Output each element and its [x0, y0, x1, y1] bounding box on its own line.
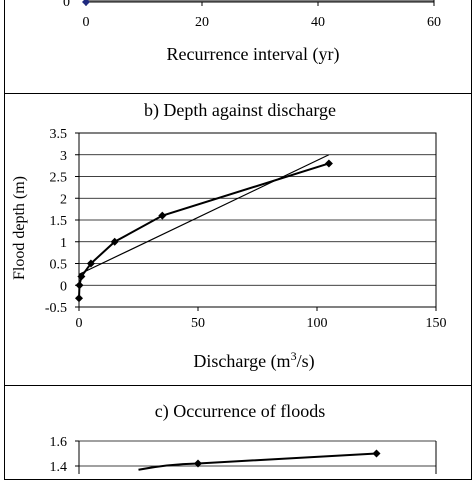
panel-b-y-tick-label: -0.5	[45, 301, 67, 316]
panel-b-y-tick-label: 1.5	[50, 214, 68, 229]
panel-a-x-axis-label: Recurrence interval (yr)	[167, 44, 340, 65]
panel-b-data-point	[324, 159, 333, 168]
panel-b-y-tick-label: 3.5	[50, 127, 68, 142]
panel-b-y-tick-label: 0	[60, 279, 67, 294]
panel-b-data-point	[158, 211, 167, 220]
panel-c-data-point	[194, 459, 202, 468]
panel-b-y-tick-label: 1	[60, 236, 67, 251]
panel-b-plot-frame	[78, 132, 437, 308]
panel-b-data-point	[77, 272, 86, 281]
panel-b-series-line	[78, 162, 330, 299]
panel-b-y-tick-label: 3	[60, 149, 67, 164]
panel-b-x-tick-label: 50	[191, 316, 205, 331]
panel-c-series-line	[138, 452, 377, 471]
panel-b-data-point	[110, 237, 119, 246]
panel-b-y-tick-label: 2	[60, 192, 67, 207]
panel-b-x-axis-label-main: Discharge (m	[193, 351, 290, 372]
panel-b-x-tick-label: 0	[76, 316, 83, 331]
panel-b-trendline	[78, 154, 330, 275]
panel-c-title: c) Occurrence of floods	[155, 401, 325, 422]
panel-a-data-point	[82, 0, 90, 6]
panel-b-x-tick-label: 100	[307, 316, 328, 331]
panel-b-x-axis-label-tail: /s)	[297, 351, 315, 372]
panel-a-x-tick-label: 20	[195, 15, 209, 30]
panel-a: Recurrence interval (yr) 0 20 40 60 0	[63, 0, 441, 65]
panel-b-x-axis-label: Discharge (m3/s)	[193, 349, 314, 372]
panel-b-data-point	[75, 294, 83, 303]
panel-b-title: b) Depth against discharge	[144, 100, 336, 121]
panel-c-y-tick-label: 1.4	[50, 460, 68, 474]
panel-a-y-tick-label: 0	[63, 0, 70, 10]
panel-b-data-point	[86, 259, 95, 268]
panel-b-y-tick-label: 0.5	[50, 258, 68, 273]
panel-a-x-tick-label: 40	[311, 15, 325, 30]
panel-b-x-tick-label: 150	[426, 316, 447, 331]
panel-b: b) Depth against discharge Flood depth (…	[11, 100, 447, 372]
panel-b-y-tick-label: 2.5	[50, 171, 68, 186]
panel-b-x-axis-label-sup: 3	[291, 349, 297, 363]
panel-b-data-point	[75, 281, 84, 290]
panel-a-x-tick-label: 0	[83, 15, 90, 30]
panel-c-y-tick-label: 1.6	[50, 435, 68, 450]
panel-c-data-point	[372, 449, 381, 458]
panel-a-x-tick-label: 60	[427, 15, 441, 30]
panel-c: c) Occurrence of floods 1.4 1.6	[50, 401, 437, 474]
panel-b-y-axis-label: Flood depth (m)	[11, 176, 28, 280]
